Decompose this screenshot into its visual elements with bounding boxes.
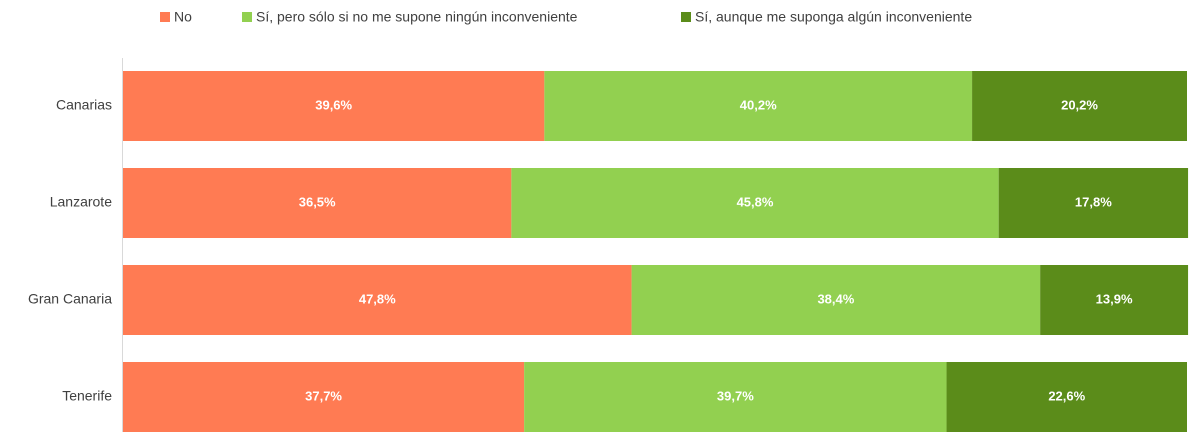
legend-swatch	[242, 12, 252, 22]
category-label: Tenerife	[62, 388, 112, 404]
value-label: 47,8%	[359, 291, 396, 306]
value-label: 17,8%	[1075, 194, 1112, 209]
bar-segment	[123, 71, 545, 141]
value-label: 39,7%	[717, 388, 754, 403]
legend-label: Sí, pero sólo si no me supone ningún inc…	[256, 9, 578, 25]
value-label: 20,2%	[1061, 97, 1098, 112]
value-label: 22,6%	[1048, 388, 1085, 403]
value-label: 37,7%	[305, 388, 342, 403]
bar-segment	[524, 362, 947, 432]
value-label: 38,4%	[817, 291, 854, 306]
legend-label: No	[174, 9, 192, 25]
value-label: 39,6%	[315, 97, 352, 112]
bar-segment	[998, 168, 1189, 238]
bar-segment	[631, 265, 1041, 335]
bar-segment	[1040, 265, 1189, 335]
bar-segment	[511, 168, 999, 238]
legend-swatch	[160, 12, 170, 22]
value-label: 40,2%	[740, 97, 777, 112]
bar-segment	[123, 265, 632, 335]
bar-segment	[123, 168, 512, 238]
value-label: 36,5%	[299, 194, 336, 209]
bar-segment	[946, 362, 1187, 432]
category-label: Lanzarote	[50, 194, 112, 210]
bar-segment	[544, 71, 973, 141]
bar-segment	[123, 362, 525, 432]
category-label: Gran Canaria	[28, 291, 112, 307]
legend-label: Sí, aunque me suponga algún inconvenient…	[695, 9, 972, 25]
bar-segment	[972, 71, 1187, 141]
legend-swatch	[681, 12, 691, 22]
category-label: Canarias	[56, 97, 112, 113]
value-label: 13,9%	[1096, 291, 1133, 306]
value-label: 45,8%	[737, 194, 774, 209]
